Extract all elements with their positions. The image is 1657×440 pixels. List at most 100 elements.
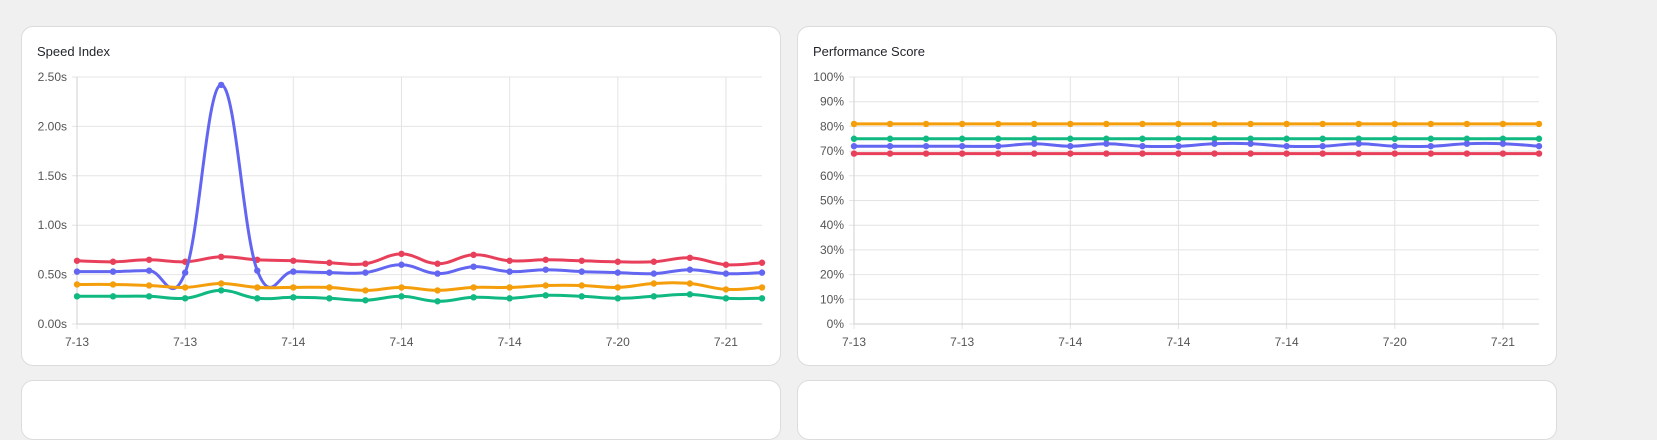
data-point[interactable] bbox=[1463, 140, 1471, 147]
data-point[interactable] bbox=[958, 120, 966, 128]
data-point[interactable] bbox=[254, 267, 261, 274]
data-point[interactable] bbox=[1463, 135, 1471, 142]
data-point[interactable] bbox=[398, 284, 405, 291]
data-point[interactable] bbox=[686, 280, 694, 287]
data-point[interactable] bbox=[650, 270, 658, 277]
data-point[interactable] bbox=[362, 260, 369, 267]
data-point[interactable] bbox=[1391, 120, 1398, 128]
data-point[interactable] bbox=[1139, 135, 1146, 142]
data-point[interactable] bbox=[1463, 120, 1471, 128]
data-point[interactable] bbox=[922, 120, 930, 128]
data-point[interactable] bbox=[614, 295, 621, 302]
data-point[interactable] bbox=[254, 284, 261, 291]
data-point[interactable] bbox=[326, 295, 333, 302]
data-point[interactable] bbox=[1355, 140, 1362, 147]
data-point[interactable] bbox=[1139, 150, 1146, 157]
data-point[interactable] bbox=[109, 281, 117, 288]
data-point[interactable] bbox=[1067, 150, 1074, 157]
data-point[interactable] bbox=[1103, 120, 1110, 128]
data-point[interactable] bbox=[1247, 120, 1254, 128]
data-point[interactable] bbox=[1031, 150, 1038, 157]
data-point[interactable] bbox=[145, 256, 153, 263]
data-point[interactable] bbox=[758, 259, 766, 266]
data-point[interactable] bbox=[1319, 120, 1326, 128]
data-point[interactable] bbox=[722, 286, 730, 293]
data-point[interactable] bbox=[1067, 142, 1074, 150]
data-point[interactable] bbox=[1175, 142, 1182, 150]
data-point[interactable] bbox=[1175, 150, 1182, 157]
data-point[interactable] bbox=[722, 270, 730, 277]
data-point[interactable] bbox=[362, 297, 369, 304]
data-point[interactable] bbox=[1463, 150, 1471, 157]
data-point[interactable] bbox=[181, 284, 189, 291]
data-point[interactable] bbox=[73, 257, 81, 264]
data-point[interactable] bbox=[181, 269, 189, 276]
data-point[interactable] bbox=[1031, 140, 1038, 147]
data-point[interactable] bbox=[1103, 150, 1110, 157]
data-point[interactable] bbox=[1139, 142, 1146, 150]
data-point[interactable] bbox=[218, 287, 225, 294]
data-point[interactable] bbox=[758, 269, 766, 276]
data-point[interactable] bbox=[506, 257, 513, 264]
data-point[interactable] bbox=[1391, 150, 1398, 157]
data-point[interactable] bbox=[722, 261, 730, 268]
data-point[interactable] bbox=[850, 142, 858, 150]
data-point[interactable] bbox=[254, 295, 261, 302]
data-point[interactable] bbox=[362, 269, 369, 276]
data-point[interactable] bbox=[958, 150, 966, 157]
data-point[interactable] bbox=[1535, 142, 1543, 150]
data-point[interactable] bbox=[1283, 120, 1290, 128]
data-point[interactable] bbox=[109, 268, 117, 275]
data-point[interactable] bbox=[1211, 120, 1218, 128]
data-point[interactable] bbox=[686, 291, 694, 298]
data-point[interactable] bbox=[109, 258, 117, 265]
data-point[interactable] bbox=[886, 120, 894, 128]
data-point[interactable] bbox=[290, 268, 297, 275]
data-point[interactable] bbox=[886, 150, 894, 157]
data-point[interactable] bbox=[434, 260, 441, 267]
data-point[interactable] bbox=[398, 261, 405, 268]
data-point[interactable] bbox=[326, 284, 333, 291]
data-point[interactable] bbox=[218, 280, 225, 287]
data-point[interactable] bbox=[326, 259, 333, 266]
data-point[interactable] bbox=[578, 268, 585, 275]
data-point[interactable] bbox=[1391, 142, 1398, 150]
data-point[interactable] bbox=[578, 257, 585, 264]
data-point[interactable] bbox=[650, 293, 658, 300]
data-point[interactable] bbox=[850, 150, 858, 157]
data-point[interactable] bbox=[434, 270, 441, 277]
data-point[interactable] bbox=[1247, 135, 1254, 142]
data-point[interactable] bbox=[506, 295, 513, 302]
data-point[interactable] bbox=[958, 142, 966, 150]
data-point[interactable] bbox=[1211, 150, 1218, 157]
data-point[interactable] bbox=[650, 258, 658, 265]
data-point[interactable] bbox=[1499, 135, 1507, 142]
data-point[interactable] bbox=[1319, 150, 1326, 157]
data-point[interactable] bbox=[290, 294, 297, 301]
data-point[interactable] bbox=[1535, 150, 1543, 157]
data-point[interactable] bbox=[850, 135, 858, 142]
data-point[interactable] bbox=[1247, 150, 1254, 157]
data-point[interactable] bbox=[1499, 150, 1507, 157]
data-point[interactable] bbox=[1031, 120, 1038, 128]
data-point[interactable] bbox=[73, 268, 81, 275]
data-point[interactable] bbox=[886, 142, 894, 150]
data-point[interactable] bbox=[958, 135, 966, 142]
data-point[interactable] bbox=[218, 81, 225, 89]
data-point[interactable] bbox=[686, 254, 694, 262]
data-point[interactable] bbox=[1355, 135, 1362, 142]
data-point[interactable] bbox=[470, 251, 477, 259]
data-point[interactable] bbox=[470, 263, 477, 270]
data-point[interactable] bbox=[1427, 135, 1435, 142]
data-point[interactable] bbox=[145, 293, 153, 300]
data-point[interactable] bbox=[650, 280, 658, 287]
data-point[interactable] bbox=[995, 142, 1002, 150]
data-point[interactable] bbox=[614, 284, 621, 291]
data-point[interactable] bbox=[686, 266, 694, 273]
data-point[interactable] bbox=[1067, 120, 1074, 128]
data-point[interactable] bbox=[290, 284, 297, 291]
data-point[interactable] bbox=[850, 120, 858, 128]
data-point[interactable] bbox=[1535, 120, 1543, 128]
data-point[interactable] bbox=[1103, 135, 1110, 142]
data-point[interactable] bbox=[722, 295, 730, 302]
